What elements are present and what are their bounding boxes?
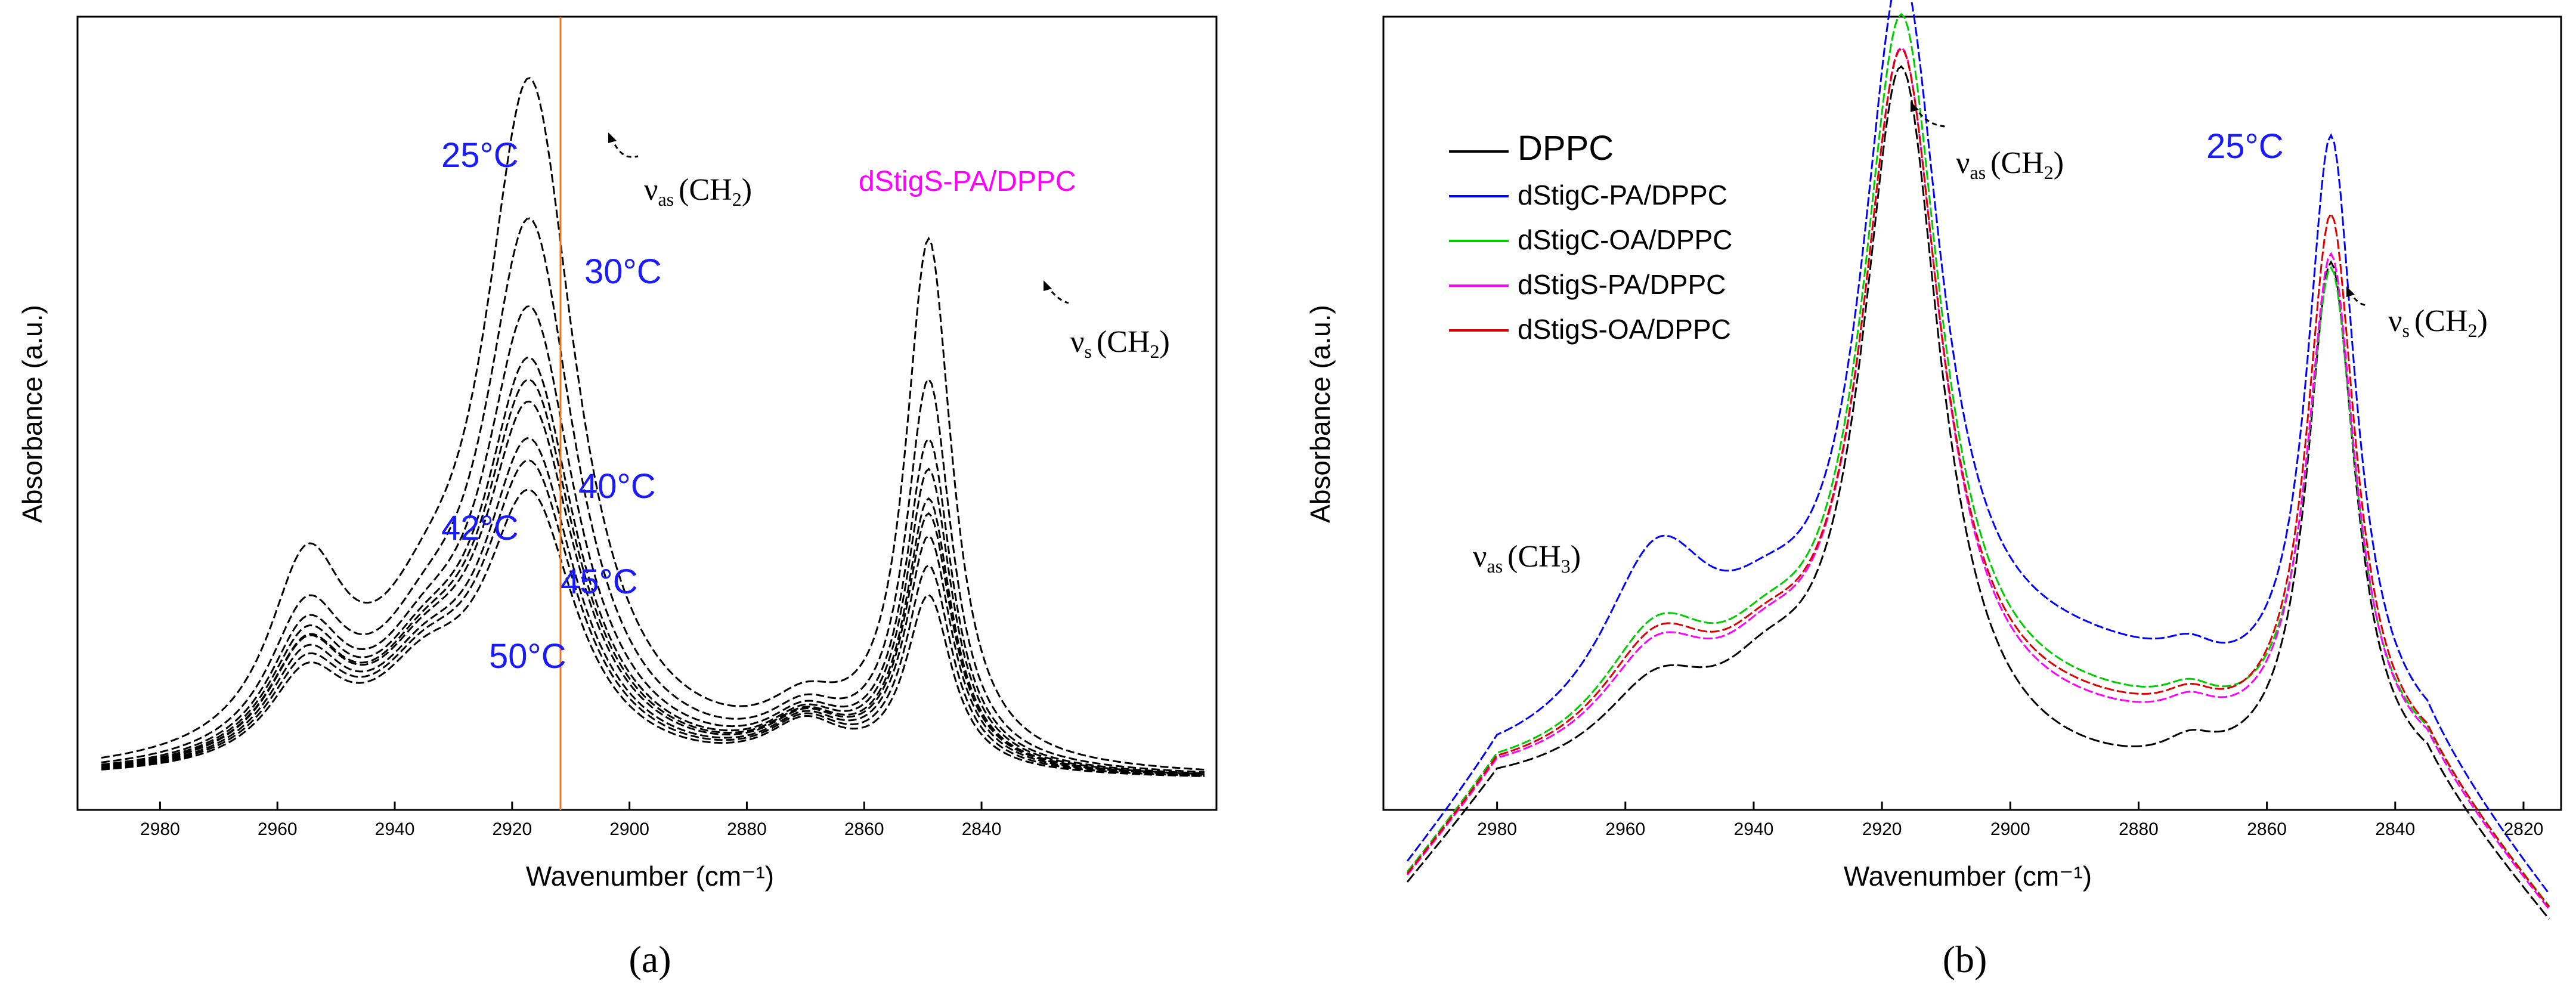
series-group bbox=[1406, 0, 2550, 920]
series-line-dstigc-pa-dppc bbox=[1406, 0, 2550, 895]
series-group bbox=[101, 77, 1205, 777]
temp-label-25: 25°C bbox=[2206, 127, 2284, 166]
arrowhead-icon bbox=[1044, 280, 1052, 291]
legend-entry: dStigS-PA/DPPC bbox=[1518, 269, 1726, 300]
panel-b: 2980 2960 2940 2920 2900 2880 2860 2840 2820 Abs… bbox=[1305, 0, 2562, 980]
x-axis-label: Wavenumber (cm⁻¹) bbox=[526, 861, 774, 892]
y-axis-label: Absorbance (a.u.) bbox=[1305, 305, 1336, 523]
x-tick-label: 2900 bbox=[1990, 819, 2030, 839]
x-tick-label: 2940 bbox=[1734, 819, 1774, 839]
series-line-50-c bbox=[101, 488, 1205, 777]
legend-entry: dStigS-OA/DPPC bbox=[1518, 314, 1731, 345]
plot-frame bbox=[76, 16, 1218, 811]
x-tick-label: 2920 bbox=[1862, 819, 1902, 839]
x-tick-label: 2980 bbox=[1477, 819, 1517, 839]
temp-label-40: 40°C bbox=[578, 467, 656, 506]
series-line-dstigs-pa-dppc bbox=[1406, 46, 2550, 910]
x-tick-label: 2900 bbox=[609, 819, 649, 839]
x-axis-label: Wavenumber (cm⁻¹) bbox=[1844, 861, 2092, 892]
legend-entry: dStigC-PA/DPPC bbox=[1518, 180, 1727, 211]
peak-label-vs-ch2: νs (CH2) bbox=[1070, 325, 1170, 362]
x-tick-label: 2960 bbox=[1605, 819, 1645, 839]
legend-entry: DPPC bbox=[1518, 129, 1614, 168]
panel-label: (a) bbox=[628, 938, 671, 980]
x-tick-label: 2940 bbox=[375, 819, 415, 839]
x-tick-label: 2980 bbox=[140, 819, 180, 839]
temp-label-25: 25°C bbox=[441, 136, 519, 175]
series-line-30-c bbox=[101, 217, 1205, 774]
temp-label-42: 42°C bbox=[441, 509, 519, 547]
x-tick-label: 2920 bbox=[492, 819, 532, 839]
plot-frame bbox=[1382, 16, 2562, 811]
legend: DPPC dStigC-PA/DPPC dStigC-OA/DPPC dStigS-P… bbox=[1449, 129, 1732, 345]
peak-label-vas-ch3: νas (CH3) bbox=[1473, 540, 1581, 577]
temp-label-30: 30°C bbox=[584, 252, 662, 291]
peak-label-vas-ch2: νas (CH2) bbox=[1956, 146, 2064, 183]
series-line-dstigs-oa-dppc bbox=[1406, 47, 2550, 908]
x-tick-label: 2840 bbox=[962, 819, 1002, 839]
arrowhead-icon bbox=[2346, 286, 2355, 297]
series-line-dstigc-oa-dppc bbox=[1406, 13, 2550, 907]
series-line-38-c bbox=[101, 379, 1205, 776]
series-line-45-c bbox=[101, 459, 1205, 777]
x-tick-label: 2820 bbox=[2504, 819, 2544, 839]
temp-label-45: 45°C bbox=[561, 562, 638, 601]
y-axis-label: Absorbance (a.u.) bbox=[17, 305, 48, 523]
arrow-icon bbox=[610, 137, 639, 158]
panel-a: 2980 2960 2940 2920 2900 2880 2860 2840 Absorba… bbox=[17, 16, 1218, 980]
series-line-42-c bbox=[101, 437, 1205, 777]
peak-label-vas-ch2: νas (CH2) bbox=[644, 173, 752, 210]
arrowhead-icon bbox=[1911, 101, 1919, 112]
peak-label-vs-ch2: νs (CH2) bbox=[2388, 304, 2488, 341]
series-line-dppc bbox=[1406, 65, 2550, 920]
x-tick-label: 2880 bbox=[2119, 819, 2159, 839]
x-tick-label: 2880 bbox=[727, 819, 767, 839]
x-tick-label: 2840 bbox=[2375, 819, 2415, 839]
x-tick-label: 2960 bbox=[258, 819, 298, 839]
series-line-40-c bbox=[101, 400, 1205, 776]
temp-label-50: 50°C bbox=[489, 637, 566, 676]
x-tick-label: 2860 bbox=[844, 819, 884, 839]
x-tick-group: 2980 2960 2940 2920 2900 2880 2860 2840 bbox=[140, 802, 1001, 839]
x-tick-group: 2980 2960 2940 2920 2900 2880 2860 2840 2820 bbox=[1477, 802, 2543, 839]
x-tick-label: 2860 bbox=[2247, 819, 2287, 839]
series-line-36-c bbox=[101, 356, 1205, 775]
arrowhead-icon bbox=[608, 132, 617, 143]
series-line-33-c bbox=[101, 305, 1205, 775]
series-line-25-c bbox=[101, 77, 1205, 771]
legend-entry: dStigC-OA/DPPC bbox=[1518, 224, 1732, 255]
sample-label: dStigS-PA/DPPC bbox=[859, 166, 1076, 197]
panel-label: (b) bbox=[1943, 938, 1987, 980]
